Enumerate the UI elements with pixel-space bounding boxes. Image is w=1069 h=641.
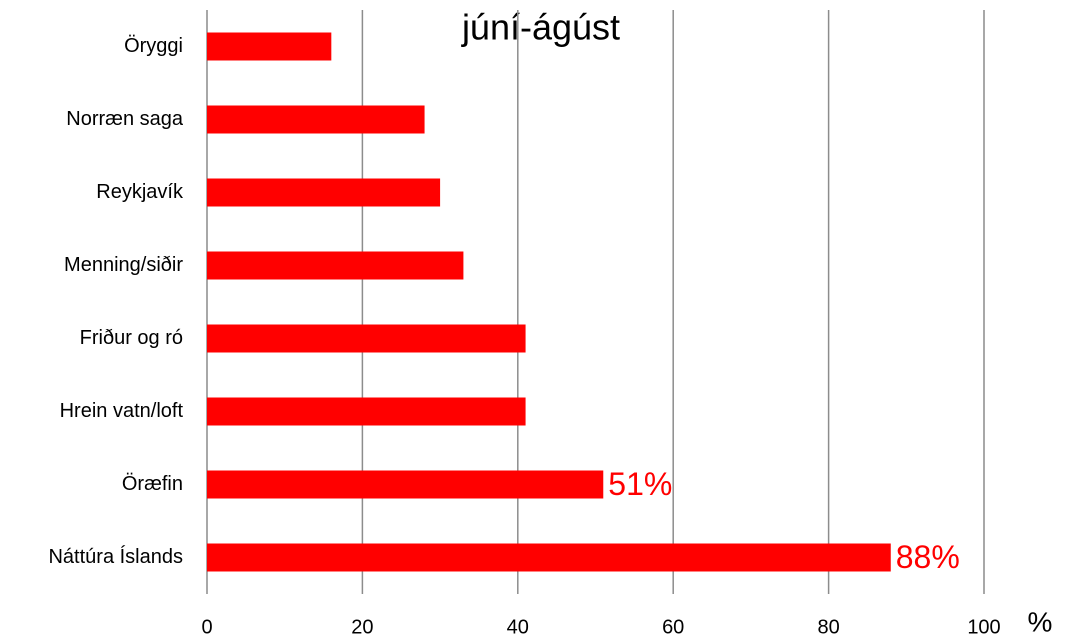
bar [207,324,526,353]
bar [207,470,604,499]
x-tick-label: 40 [507,616,529,638]
y-tick-label: Reykjavík [96,181,184,203]
y-tick-label: Öryggi [124,35,183,57]
x-tick-label: 20 [351,616,373,638]
x-tick-label: 80 [817,616,839,638]
y-tick-label: Öræfin [122,473,183,495]
bar [207,178,441,207]
y-tick-label: Norræn saga [66,108,184,130]
x-tick-label: 100 [967,616,1000,638]
y-tick-label: Náttúra Íslands [48,545,183,568]
bar [207,543,891,572]
bar [207,105,425,134]
value-label: 88% [896,539,960,575]
bar [207,397,526,426]
bar [207,32,332,61]
chart-title: júní-ágúst [461,7,620,48]
bar [207,251,464,280]
y-tick-label: Hrein vatn/loft [60,400,184,422]
x-tick-label: 0 [201,616,212,638]
value-label: 51% [608,466,672,502]
x-tick-label: 60 [662,616,684,638]
x-axis-label: % [1028,606,1053,637]
y-tick-label: Friður og ró [80,327,183,349]
y-tick-label: Menning/siðir [64,254,183,276]
